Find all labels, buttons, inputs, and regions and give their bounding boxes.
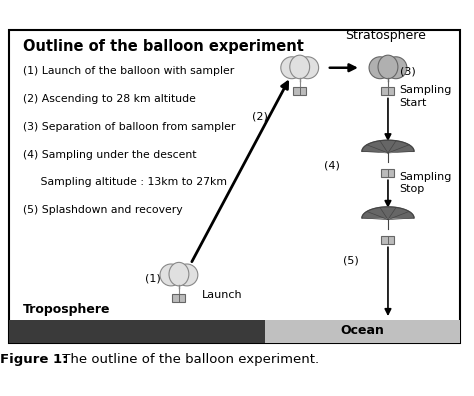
- Text: (3): (3): [400, 67, 415, 76]
- Text: (4): (4): [324, 160, 340, 170]
- Text: (5) Splashdown and recovery: (5) Splashdown and recovery: [23, 205, 183, 215]
- Text: (2): (2): [252, 111, 268, 122]
- Text: (2) Ascending to 28 km altitude: (2) Ascending to 28 km altitude: [23, 94, 196, 104]
- Ellipse shape: [369, 57, 391, 79]
- Ellipse shape: [169, 263, 189, 286]
- Ellipse shape: [281, 57, 303, 79]
- Ellipse shape: [297, 57, 319, 79]
- Text: (1): (1): [145, 274, 160, 284]
- Bar: [9, 30, 460, 343]
- Text: Sampling
Stop: Sampling Stop: [400, 172, 452, 194]
- Bar: [173, 294, 185, 302]
- Text: (5): (5): [343, 255, 359, 266]
- Polygon shape: [362, 140, 414, 151]
- Text: Outline of the balloon experiment: Outline of the balloon experiment: [23, 39, 304, 53]
- Bar: [382, 87, 394, 95]
- Bar: [9, 320, 265, 343]
- Bar: [382, 169, 394, 177]
- Ellipse shape: [385, 57, 407, 79]
- Ellipse shape: [160, 264, 182, 286]
- Text: (4) Sampling under the descent: (4) Sampling under the descent: [23, 150, 197, 160]
- Text: Launch: Launch: [202, 290, 243, 300]
- Text: Figure 1:: Figure 1:: [0, 353, 68, 366]
- Text: Sampling altitude : 13km to 27km: Sampling altitude : 13km to 27km: [23, 177, 228, 187]
- Text: (1) Launch of the balloon with sampler: (1) Launch of the balloon with sampler: [23, 67, 235, 76]
- Ellipse shape: [176, 264, 198, 286]
- Bar: [293, 87, 306, 95]
- Bar: [265, 320, 460, 343]
- Text: Ocean: Ocean: [340, 324, 384, 337]
- Text: Stratosphere: Stratosphere: [345, 29, 426, 42]
- Bar: [382, 236, 394, 244]
- Polygon shape: [362, 207, 414, 218]
- Text: Sampling
Start: Sampling Start: [400, 86, 452, 108]
- Text: The outline of the balloon experiment.: The outline of the balloon experiment.: [58, 353, 319, 366]
- Ellipse shape: [378, 55, 398, 79]
- Text: (3) Separation of balloon from sampler: (3) Separation of balloon from sampler: [23, 122, 236, 132]
- Ellipse shape: [290, 55, 310, 79]
- Text: Troposphere: Troposphere: [23, 303, 111, 316]
